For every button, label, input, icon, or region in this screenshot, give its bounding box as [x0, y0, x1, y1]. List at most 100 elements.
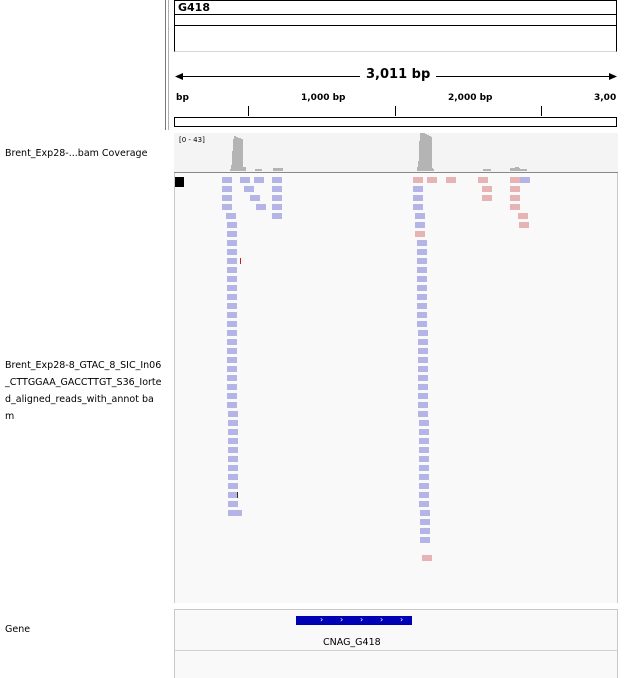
read[interactable]	[422, 555, 432, 561]
read[interactable]	[228, 438, 238, 444]
gene-feature[interactable]	[296, 616, 412, 625]
read[interactable]	[419, 474, 429, 480]
read[interactable]	[250, 195, 260, 201]
read[interactable]	[272, 204, 282, 210]
read[interactable]	[418, 348, 428, 354]
read[interactable]	[272, 195, 282, 201]
read[interactable]	[227, 402, 237, 408]
panel-divider[interactable]	[165, 0, 166, 130]
read[interactable]	[418, 411, 428, 417]
read[interactable]	[228, 429, 238, 435]
read[interactable]	[417, 249, 427, 255]
read[interactable]	[418, 366, 428, 372]
read[interactable]	[228, 492, 238, 498]
read[interactable]	[510, 177, 520, 183]
read[interactable]	[222, 204, 232, 210]
read[interactable]	[227, 393, 237, 399]
read[interactable]	[510, 204, 520, 210]
read[interactable]	[417, 267, 427, 273]
read[interactable]	[228, 456, 238, 462]
read[interactable]	[417, 294, 427, 300]
read[interactable]	[413, 186, 423, 192]
read[interactable]	[415, 231, 425, 237]
read[interactable]	[228, 465, 238, 471]
read[interactable]	[228, 501, 238, 507]
read[interactable]	[419, 456, 429, 462]
read[interactable]	[227, 339, 237, 345]
read[interactable]	[418, 402, 428, 408]
ruler-base[interactable]	[174, 117, 617, 127]
read[interactable]	[417, 321, 427, 327]
read[interactable]	[417, 303, 427, 309]
alignment-track-label[interactable]: Brent_Exp28-8_GTAC_8_SIC_In06_CTTGGAA_GA…	[5, 360, 162, 422]
read[interactable]	[227, 267, 237, 273]
read[interactable]	[272, 177, 282, 183]
read[interactable]	[227, 240, 237, 246]
coverage-track[interactable]	[174, 133, 618, 173]
read[interactable]	[222, 186, 232, 192]
read[interactable]	[419, 483, 429, 489]
read[interactable]	[417, 240, 427, 246]
read[interactable]	[413, 177, 423, 183]
read[interactable]	[415, 222, 425, 228]
read[interactable]	[417, 258, 427, 264]
expand-toggle-icon[interactable]	[175, 177, 184, 187]
read[interactable]	[227, 285, 237, 291]
read[interactable]	[227, 321, 237, 327]
read[interactable]	[418, 384, 428, 390]
read[interactable]	[227, 366, 237, 372]
read[interactable]	[228, 447, 238, 453]
read[interactable]	[419, 501, 429, 507]
read[interactable]	[418, 339, 428, 345]
read[interactable]	[227, 348, 237, 354]
read[interactable]	[227, 375, 237, 381]
read[interactable]	[228, 420, 238, 426]
read[interactable]	[482, 195, 492, 201]
read[interactable]	[419, 492, 429, 498]
read[interactable]	[446, 177, 456, 183]
read[interactable]	[272, 213, 282, 219]
gene-track-label[interactable]: Gene	[5, 624, 31, 635]
read[interactable]	[418, 330, 428, 336]
read[interactable]	[419, 447, 429, 453]
read[interactable]	[228, 411, 238, 417]
read[interactable]	[419, 438, 429, 444]
alignment-canvas[interactable]	[174, 133, 618, 603]
read[interactable]	[417, 285, 427, 291]
read[interactable]	[520, 177, 530, 183]
read[interactable]	[419, 420, 429, 426]
read[interactable]	[228, 483, 238, 489]
read[interactable]	[222, 195, 232, 201]
read[interactable]	[227, 276, 237, 282]
data-panel[interactable]	[174, 133, 618, 603]
read[interactable]	[418, 375, 428, 381]
read[interactable]	[254, 177, 264, 183]
read[interactable]	[427, 177, 437, 183]
read[interactable]	[419, 465, 429, 471]
read[interactable]	[417, 312, 427, 318]
read[interactable]	[510, 195, 520, 201]
read[interactable]	[518, 213, 528, 219]
coverage-track-label[interactable]: Brent_Exp28-...bam Coverage	[5, 148, 148, 159]
read[interactable]	[227, 222, 237, 228]
read[interactable]	[420, 528, 430, 534]
read[interactable]	[482, 186, 492, 192]
read[interactable]	[244, 186, 254, 192]
read[interactable]	[510, 186, 520, 192]
read[interactable]	[226, 213, 236, 219]
read[interactable]	[419, 429, 429, 435]
read[interactable]	[227, 303, 237, 309]
read[interactable]	[227, 312, 237, 318]
read[interactable]	[232, 510, 242, 516]
read[interactable]	[228, 474, 238, 480]
ideogram[interactable]	[174, 15, 617, 26]
read[interactable]	[227, 294, 237, 300]
read[interactable]	[227, 249, 237, 255]
read[interactable]	[227, 330, 237, 336]
read[interactable]	[420, 510, 430, 516]
read[interactable]	[478, 177, 488, 183]
read[interactable]	[227, 384, 237, 390]
read[interactable]	[420, 519, 430, 525]
read[interactable]	[227, 258, 237, 264]
read[interactable]	[272, 186, 282, 192]
